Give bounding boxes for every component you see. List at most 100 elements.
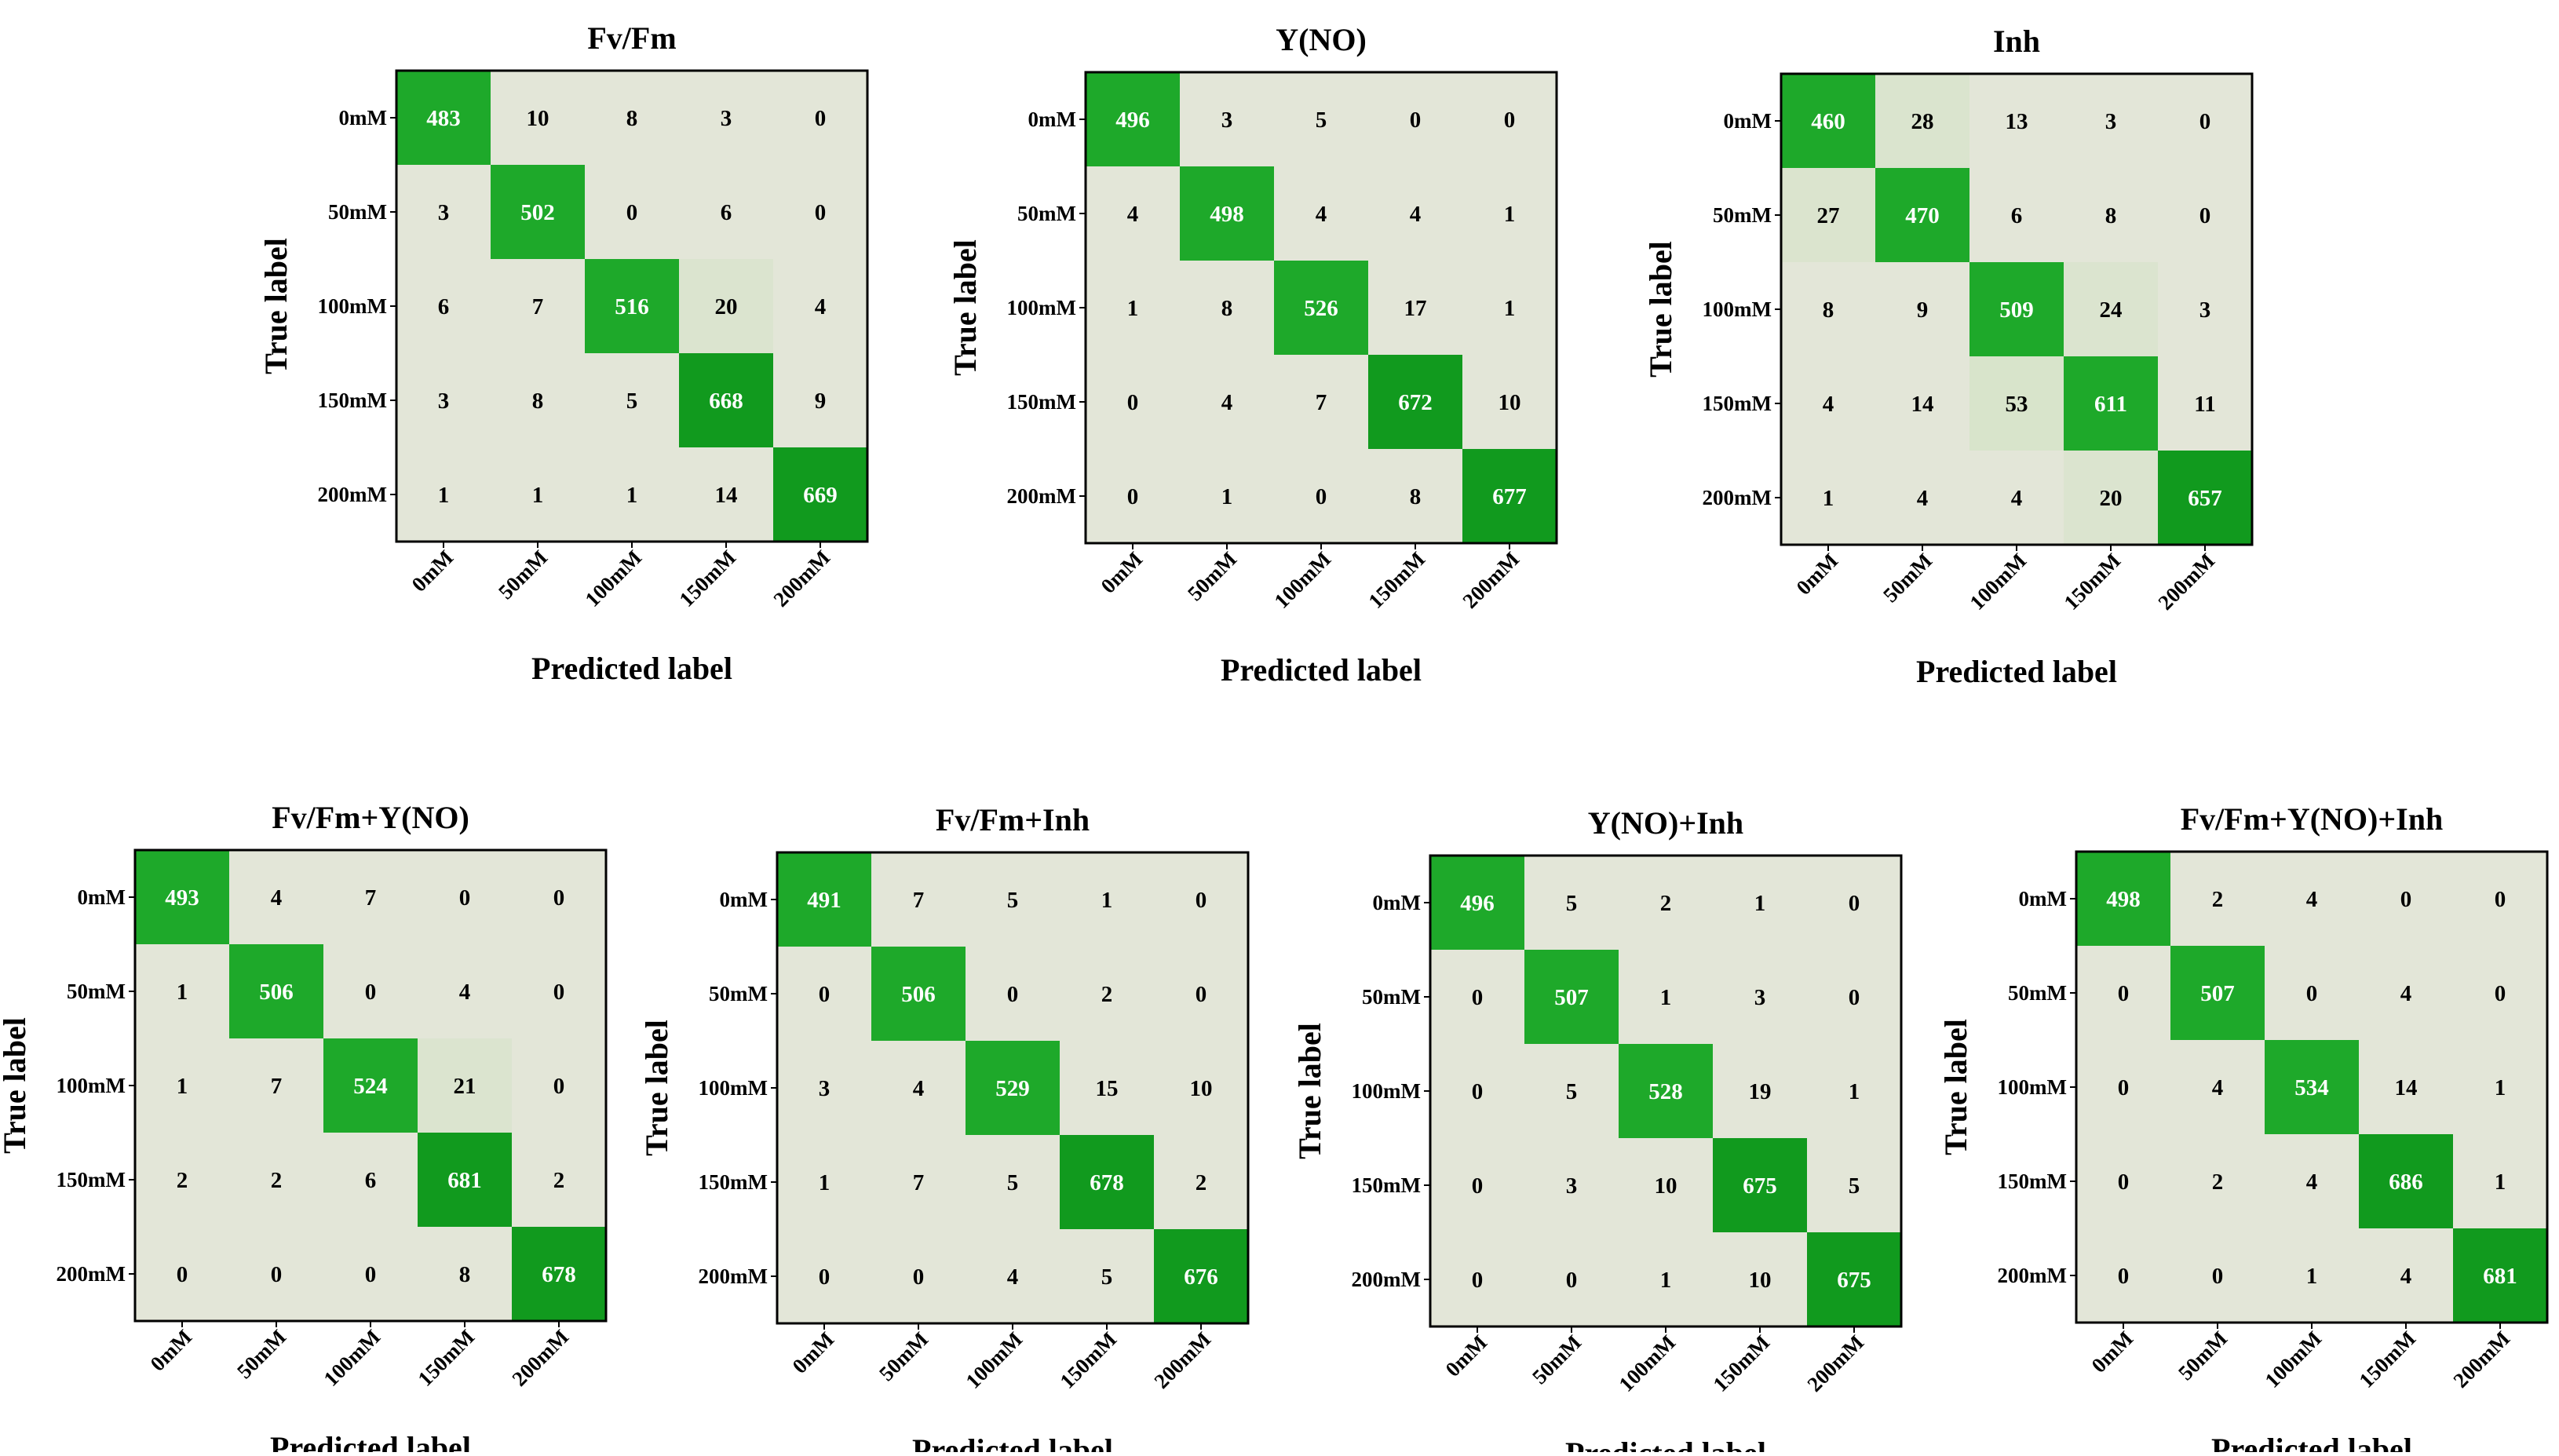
matrix-cell — [491, 447, 585, 542]
cell-value: 0 — [1472, 1173, 1484, 1199]
cell-value: 678 — [542, 1262, 576, 1287]
cell-value: 0 — [2118, 1264, 2130, 1289]
cell-value: 676 — [1184, 1264, 1218, 1290]
cell-value: 2 — [553, 1168, 565, 1193]
y-tick-label: 150mM — [1007, 390, 1076, 414]
x-tick-label: 50mM — [1183, 547, 1241, 605]
cell-value: 1 — [1849, 1079, 1860, 1104]
cell-value: 0 — [459, 885, 471, 910]
matrix-cell — [491, 353, 585, 447]
panel-title: Inh — [1993, 24, 2040, 59]
matrix-cell — [2158, 262, 2252, 356]
matrix-cell — [2359, 1040, 2453, 1134]
matrix-cell — [1875, 168, 1969, 262]
cell-value: 4 — [2212, 1075, 2224, 1100]
cell-value: 4 — [1221, 390, 1233, 415]
matrix-cell — [1807, 1232, 1901, 1326]
matrix-cell — [773, 353, 867, 447]
matrix-cell — [777, 852, 871, 947]
cell-value: 0 — [819, 1264, 830, 1290]
cell-value: 3 — [819, 1076, 830, 1101]
cell-value: 21 — [454, 1074, 476, 1099]
cell-value: 7 — [271, 1074, 283, 1099]
cell-value: 0 — [1472, 1079, 1484, 1104]
matrix-cell — [2076, 1040, 2170, 1134]
matrix-cell — [1969, 451, 2064, 545]
matrix-cell — [2170, 852, 2265, 946]
matrix-cell — [2359, 1228, 2453, 1323]
cell-value: 13 — [2006, 109, 2028, 134]
panel-title: Fv/Fm+Y(NO) — [272, 800, 469, 835]
cell-value: 0 — [1566, 1268, 1578, 1293]
cell-value: 686 — [2389, 1170, 2423, 1195]
cell-value: 1 — [438, 483, 450, 508]
matrix-cell — [396, 447, 491, 542]
y-axis-label: True label — [1292, 1023, 1327, 1159]
matrix-cell — [512, 850, 606, 944]
matrix-cell — [1524, 1232, 1619, 1326]
x-tick-label: 0mM — [1792, 549, 1843, 600]
matrix-cell — [1524, 1138, 1619, 1232]
y-tick-label: 0mM — [2019, 887, 2067, 910]
matrix-cell — [1430, 1138, 1524, 1232]
matrix-cell — [1781, 168, 1875, 262]
x-tick-label: 50mM — [874, 1327, 933, 1385]
matrix-cell — [491, 165, 585, 259]
matrix-cell — [2158, 168, 2252, 262]
matrix-cell — [2265, 852, 2359, 946]
y-tick-label: 100mM — [57, 1074, 126, 1097]
y-tick-label: 50mM — [709, 982, 768, 1005]
y-tick-label: 50mM — [1713, 203, 1772, 227]
cell-value: 0 — [815, 200, 827, 225]
matrix-cell — [773, 259, 867, 353]
matrix-cell — [585, 353, 679, 447]
matrix-cell — [2359, 946, 2453, 1040]
x-tick-label: 200mM — [2153, 549, 2219, 615]
cell-value: 1 — [177, 1074, 188, 1099]
x-tick-label: 50mM — [494, 546, 552, 604]
matrix-cell — [1713, 1232, 1807, 1326]
cell-value: 17 — [1404, 296, 1427, 321]
cell-value: 0 — [819, 982, 830, 1007]
cell-value: 681 — [2483, 1264, 2517, 1289]
x-tick-label: 0mM — [1441, 1330, 1492, 1381]
matrix-cell — [2359, 852, 2453, 946]
cell-value: 1 — [819, 1170, 830, 1195]
x-tick-label: 50mM — [1878, 549, 1937, 607]
matrix-cell — [1807, 950, 1901, 1044]
matrix-cell — [1180, 355, 1274, 449]
matrix-cell — [2265, 1040, 2359, 1134]
matrix-cell — [418, 1227, 512, 1321]
cell-value: 528 — [1648, 1079, 1683, 1104]
cell-value: 677 — [1492, 484, 1527, 509]
matrix-cell — [1875, 356, 1969, 451]
matrix-cell — [1969, 262, 2064, 356]
matrix-cell — [1969, 356, 2064, 451]
matrix-cell — [1154, 1135, 1248, 1229]
cell-value: 20 — [2100, 486, 2123, 511]
cell-value: 3 — [1566, 1173, 1578, 1199]
matrix-cell — [585, 165, 679, 259]
x-tick-label: 0mM — [146, 1325, 197, 1376]
y-tick-label: 150mM — [699, 1170, 768, 1194]
y-axis-label: True label — [639, 1020, 674, 1156]
cell-value: 509 — [1999, 297, 2034, 323]
matrix-cell — [135, 850, 229, 944]
matrix-cell — [1781, 356, 1875, 451]
matrix-cell — [229, 944, 323, 1038]
cell-value: 11 — [2194, 392, 2215, 417]
matrix-cell — [491, 71, 585, 165]
y-tick-label: 0mM — [339, 106, 387, 130]
cell-value: 672 — [1398, 390, 1433, 415]
x-axis-label: Predicted label — [531, 651, 732, 686]
cell-value: 506 — [901, 982, 936, 1007]
matrix-cell — [777, 1041, 871, 1135]
cell-value: 2 — [177, 1168, 188, 1193]
matrix-cell — [1154, 1041, 1248, 1135]
matrix-cell — [418, 944, 512, 1038]
y-tick-label: 200mM — [318, 483, 387, 506]
matrix-cell — [1524, 1044, 1619, 1138]
matrix-cell — [773, 165, 867, 259]
cell-value: 4 — [1007, 1264, 1019, 1290]
cell-value: 657 — [2188, 486, 2222, 511]
